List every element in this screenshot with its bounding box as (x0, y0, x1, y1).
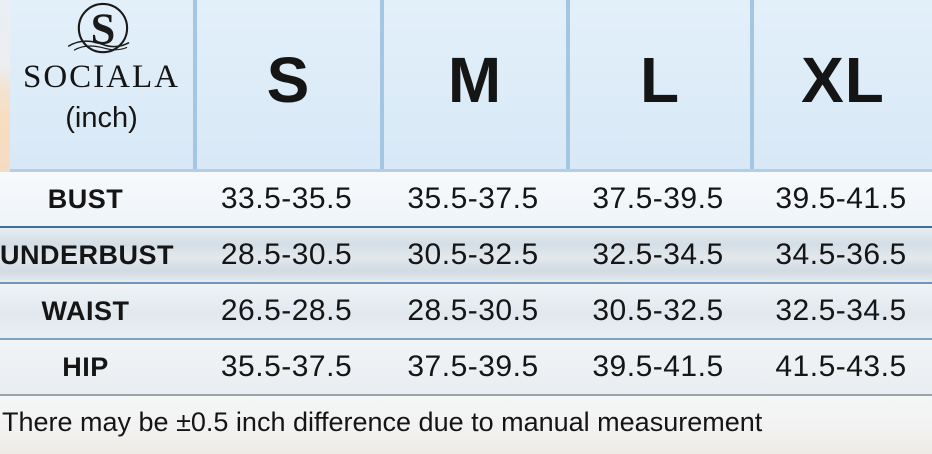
cell-waist-xl: 32.5-34.5 (775, 294, 907, 327)
size-header-s: S (193, 0, 380, 169)
logo-wave-icon (67, 40, 129, 48)
row-label: WAIST (41, 295, 130, 326)
size-header-xl: XL (750, 0, 932, 169)
cell-hip-m: 37.5-39.5 (407, 350, 539, 383)
cell-bust-l: 37.5-39.5 (592, 182, 724, 215)
brand-logo-icon: S (67, 2, 129, 54)
note-text: There may be ±0.5 inch difference due to… (2, 406, 763, 437)
cell-underbust-l: 32.5-34.5 (592, 238, 724, 271)
table-row-hip: HIP 35.5-37.5 37.5-39.5 39.5-41.5 41.5-4… (0, 340, 932, 396)
cell-bust-xl: 39.5-41.5 (775, 182, 907, 215)
table-row-bust: BUST 33.5-35.5 35.5-37.5 37.5-39.5 39.5-… (0, 172, 932, 228)
logo-wave-icon (73, 45, 127, 51)
cell-waist-m: 28.5-30.5 (407, 294, 539, 327)
row-label: UNDERBUST (0, 239, 175, 270)
cell-waist-l: 30.5-32.5 (592, 294, 724, 327)
cell-underbust-s: 28.5-30.5 (220, 238, 353, 271)
background-photo-sliver (0, 0, 10, 172)
table-row-underbust: UNDERBUST 28.5-30.5 30.5-32.5 32.5-34.5 … (0, 228, 932, 284)
cell-hip-xl: 41.5-43.5 (775, 350, 907, 383)
cell-bust-m: 35.5-37.5 (407, 182, 539, 215)
cell-underbust-m: 30.5-32.5 (407, 238, 539, 271)
cell-hip-l: 39.5-41.5 (592, 350, 724, 383)
measurement-rows: BUST 33.5-35.5 35.5-37.5 37.5-39.5 39.5-… (0, 172, 932, 396)
table-row-waist: WAIST 26.5-28.5 28.5-30.5 30.5-32.5 32.5… (0, 284, 932, 340)
size-header-l: L (566, 0, 750, 169)
cell-hip-s: 35.5-37.5 (220, 350, 353, 383)
logo-circle-icon (77, 2, 128, 54)
size-header-row: S SOCIALA (inch) S M L XL (10, 0, 932, 172)
row-label: HIP (62, 351, 109, 382)
cell-underbust-xl: 34.5-36.5 (775, 238, 907, 271)
row-label: BUST (47, 183, 124, 214)
brand-cell: S SOCIALA (inch) (10, 0, 193, 169)
size-header-m: M (380, 0, 566, 169)
measurement-note: There may be ±0.5 inch difference due to… (0, 396, 932, 454)
unit-label: (inch) (65, 102, 138, 134)
brand-name: SOCIALA (22, 59, 180, 95)
cell-waist-s: 26.5-28.5 (220, 294, 353, 327)
cell-bust-s: 33.5-35.5 (220, 182, 353, 215)
